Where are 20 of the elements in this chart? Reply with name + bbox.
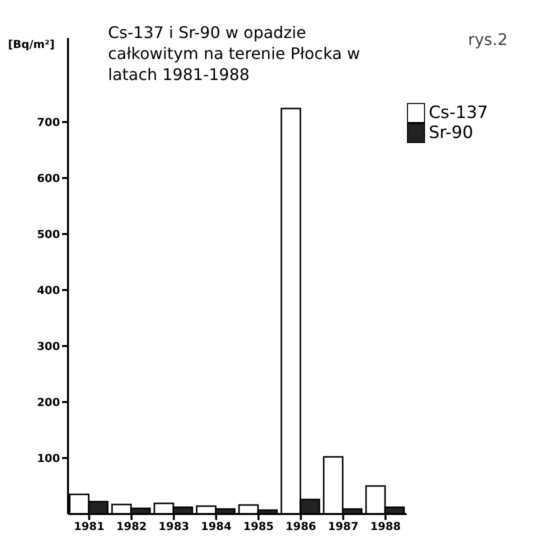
text: rys.2 (468, 30, 508, 49)
x-tick-label: 1981 (74, 520, 104, 533)
y-tick-label: 500 (37, 228, 60, 241)
legend-label: Cs-137 (428, 103, 488, 123)
legend-label: Sr-90 (428, 123, 474, 143)
y-axis-title: [Bq/m²] (8, 38, 55, 51)
x-tick-label: 1988 (370, 520, 401, 533)
x-tick-label: 1985 (243, 520, 274, 533)
y-tick-label: 600 (37, 172, 60, 185)
y-tick-label: 400 (37, 284, 60, 297)
x-tick-label: 1983 (158, 520, 190, 533)
y-tick-label: 200 (37, 396, 60, 409)
x-tick-label: 1984 (200, 520, 232, 533)
x-tick-label: 1982 (116, 520, 147, 533)
y-tick-label: 700 (37, 116, 60, 129)
x-tick-label: 1986 (286, 520, 316, 533)
y-tick-label: 100 (37, 452, 60, 465)
y-tick-label: 300 (37, 340, 60, 353)
x-tick-label: 1987 (328, 520, 358, 533)
chart-title: Cs-137 i Sr-90 w opadzie całkowitym na terenie Płocka w latach 1981-1988 (108, 22, 362, 85)
